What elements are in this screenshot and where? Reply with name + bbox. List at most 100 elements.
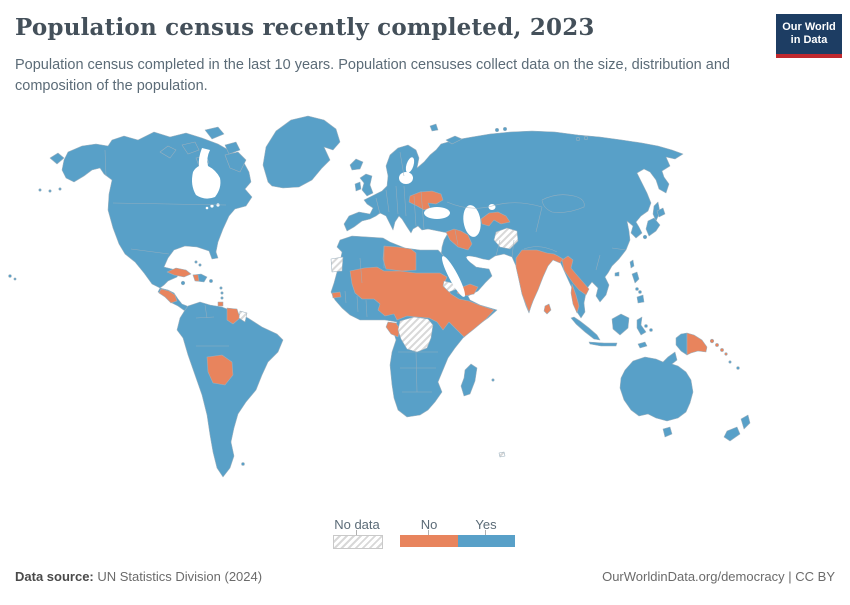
island-falkland xyxy=(241,462,245,466)
aleutian-island xyxy=(58,187,62,191)
island-fiji xyxy=(736,366,740,370)
country-philippines-mindanao[interactable] xyxy=(636,294,645,304)
country-eritrea[interactable] xyxy=(442,280,458,293)
country-bolivia[interactable] xyxy=(206,354,234,386)
country-uzbekistan[interactable] xyxy=(480,211,511,227)
region-new-guinea-west[interactable] xyxy=(675,332,688,356)
legend-swatch-yes[interactable] xyxy=(458,535,515,547)
country-myanmar-tail[interactable] xyxy=(570,283,580,314)
arctic-island xyxy=(224,141,241,155)
country-suriname[interactable] xyxy=(226,307,241,325)
hudson-bay xyxy=(192,148,221,199)
island-st-lawrence xyxy=(49,152,65,165)
country-afghanistan[interactable] xyxy=(493,227,519,250)
country-gambia-guinea-bissau[interactable] xyxy=(331,291,342,299)
island-hainan xyxy=(614,271,620,277)
black-sea xyxy=(424,207,450,219)
owid-url-link[interactable]: OurWorldinData.org/democracy xyxy=(602,569,785,584)
country-haiti[interactable] xyxy=(192,274,200,282)
region-sahel-horn[interactable] xyxy=(349,266,495,338)
license-label: | CC BY xyxy=(784,569,835,584)
country-dr-congo[interactable] xyxy=(397,316,434,353)
island-tasmania xyxy=(662,426,673,438)
country-north-america[interactable] xyxy=(61,131,253,289)
great-lake xyxy=(205,206,209,210)
island-kerguelen xyxy=(498,451,506,458)
island-novaya-zemlya xyxy=(445,135,463,145)
red-sea xyxy=(441,256,466,297)
country-ireland[interactable] xyxy=(354,181,362,192)
island-moluccas xyxy=(649,328,653,332)
country-united-kingdom[interactable] xyxy=(359,173,374,197)
country-japan-honshu[interactable] xyxy=(645,217,661,237)
aral-sea xyxy=(488,204,496,210)
hawaii-island[interactable] xyxy=(8,274,12,278)
country-greenland[interactable] xyxy=(262,115,341,189)
island-sulawesi[interactable] xyxy=(636,316,647,336)
legend-swatch-no[interactable] xyxy=(400,535,458,547)
legend-tick xyxy=(356,530,357,535)
country-philippines-visayas[interactable] xyxy=(635,287,639,291)
country-ukraine[interactable] xyxy=(408,190,444,211)
country-iceland[interactable] xyxy=(349,158,364,171)
country-philippines-visayas[interactable] xyxy=(638,290,642,294)
country-myanmar-laos[interactable] xyxy=(561,255,590,296)
caspian-sea xyxy=(463,205,481,237)
region-french-guiana[interactable] xyxy=(238,310,248,323)
country-gabon-congo[interactable] xyxy=(385,321,401,338)
country-sri-lanka[interactable] xyxy=(543,303,552,315)
baltic-sea xyxy=(399,172,413,184)
country-solomon-islands[interactable] xyxy=(724,352,728,356)
country-japan-hokkaido[interactable] xyxy=(656,207,666,218)
island-vanuatu xyxy=(728,360,732,364)
country-south-america[interactable] xyxy=(176,301,284,478)
legend-label-no: No xyxy=(420,517,438,532)
country-honduras-nicaragua[interactable] xyxy=(158,288,178,304)
legend-swatch-no-data[interactable] xyxy=(333,535,383,549)
arctic-island xyxy=(181,141,200,155)
owid-logo[interactable]: Our World in Data xyxy=(776,14,842,58)
country-cuba[interactable] xyxy=(166,267,192,278)
country-taiwan[interactable] xyxy=(629,259,635,269)
country-trinidad-tobago[interactable] xyxy=(217,301,224,307)
legend-label-yes: Yes xyxy=(475,517,497,532)
arctic-island xyxy=(159,145,177,159)
legend-label-no-data: No data xyxy=(334,517,380,532)
island-antilles xyxy=(220,296,224,300)
data-source-prefix: Data source: xyxy=(15,569,94,584)
country-solomon-islands[interactable] xyxy=(709,338,715,344)
arctic-island xyxy=(204,126,225,140)
country-jamaica[interactable] xyxy=(180,280,186,286)
island-borneo[interactable] xyxy=(611,313,630,336)
country-solomon-islands[interactable] xyxy=(715,343,719,347)
island-timor xyxy=(637,341,648,349)
arctic-island xyxy=(584,136,588,140)
data-source: Data source: UN Statistics Division (202… xyxy=(15,569,262,584)
country-australia[interactable] xyxy=(619,351,694,422)
country-libya[interactable] xyxy=(382,245,417,272)
country-india[interactable] xyxy=(515,249,564,313)
arctic-island xyxy=(503,127,507,131)
country-madagascar[interactable] xyxy=(460,363,478,397)
country-new-zealand-south[interactable] xyxy=(723,426,741,442)
region-western-sahara[interactable] xyxy=(330,256,344,273)
island-bahamas xyxy=(198,263,202,267)
page-title: Population census recently completed, 20… xyxy=(15,14,595,41)
country-papua-new-guinea[interactable] xyxy=(686,332,708,356)
country-solomon-islands[interactable] xyxy=(720,348,724,352)
legend-tick xyxy=(428,530,429,535)
data-source-value: UN Statistics Division (2024) xyxy=(93,569,263,584)
country-new-zealand-north[interactable] xyxy=(740,414,751,430)
island-java[interactable] xyxy=(588,341,618,347)
island-baffin xyxy=(224,151,247,173)
hawaii-island[interactable] xyxy=(13,277,17,281)
country-japan-kyushu[interactable] xyxy=(642,234,648,240)
island-sumatra[interactable] xyxy=(570,316,601,341)
country-puerto-rico[interactable] xyxy=(209,279,213,283)
footer-right: OurWorldinData.org/democracy | CC BY xyxy=(602,569,835,584)
island-svalbard xyxy=(429,123,439,132)
country-philippines-luzon[interactable] xyxy=(631,271,640,284)
country-syria-iraq[interactable] xyxy=(445,228,473,251)
